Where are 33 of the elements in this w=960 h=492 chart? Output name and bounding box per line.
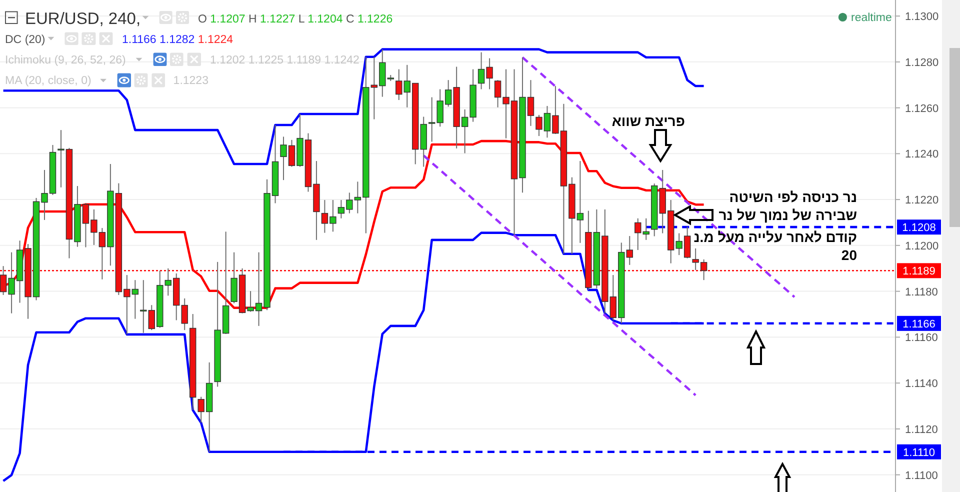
ytick-label: 1.1100 bbox=[905, 470, 938, 482]
annotation: O 1.1207 H 1.1227 L 1.1204 C 1.1226 bbox=[198, 13, 393, 26]
ytick-label: 1.1300 bbox=[905, 11, 939, 24]
value-label: 1.1208 bbox=[897, 220, 941, 235]
annotation: 1.1223 bbox=[173, 75, 208, 88]
annotation: MA (20, close, 0) bbox=[5, 75, 92, 88]
ytick-label: 1.1280 bbox=[905, 56, 939, 69]
ytick-label: 1.1180 bbox=[905, 286, 938, 298]
annotation: פריצת שווא bbox=[612, 113, 685, 130]
data-label: 1.1166 bbox=[902, 318, 936, 330]
ytick-label: 1.1260 bbox=[905, 102, 939, 115]
ytick-label: 1.1200 bbox=[905, 240, 939, 252]
ytick-label: 1.1120 bbox=[905, 424, 938, 436]
title: EUR/USD, 240, bbox=[25, 10, 141, 28]
annotation: 1.1202 1.1225 1.1189 1.1242 bbox=[210, 54, 360, 66]
annotation: DC (20) bbox=[5, 34, 46, 46]
ytick-label: 1.1220 bbox=[905, 194, 939, 207]
ytick-label: 1.1240 bbox=[905, 148, 939, 161]
annotation: קודם לאחר עלייה מעל מ.נ bbox=[694, 228, 857, 246]
data-label: 1.1208 bbox=[902, 222, 936, 234]
annotation: 20 bbox=[841, 246, 857, 264]
value-label: 1.1110 bbox=[897, 444, 941, 460]
annotation: 1.1166 1.1282 1.1224 bbox=[122, 34, 234, 46]
ytick-label: 1.1140 bbox=[905, 378, 938, 390]
annotation: Ichimoku (9, 26, 52, 26) bbox=[5, 54, 126, 66]
value-label: 1.1166 bbox=[897, 316, 941, 331]
value-label: 1.1189 bbox=[897, 263, 941, 278]
annotation: שבירה של נמוך של נר bbox=[718, 206, 857, 224]
ytick-label: 1.1160 bbox=[905, 332, 938, 344]
ref-line-label: 1.1189 bbox=[902, 266, 936, 278]
annotation: נר כניסה לפי השיטה bbox=[729, 189, 857, 206]
data-label: 1.1110 bbox=[902, 446, 936, 459]
annotation: realtime bbox=[851, 12, 892, 24]
